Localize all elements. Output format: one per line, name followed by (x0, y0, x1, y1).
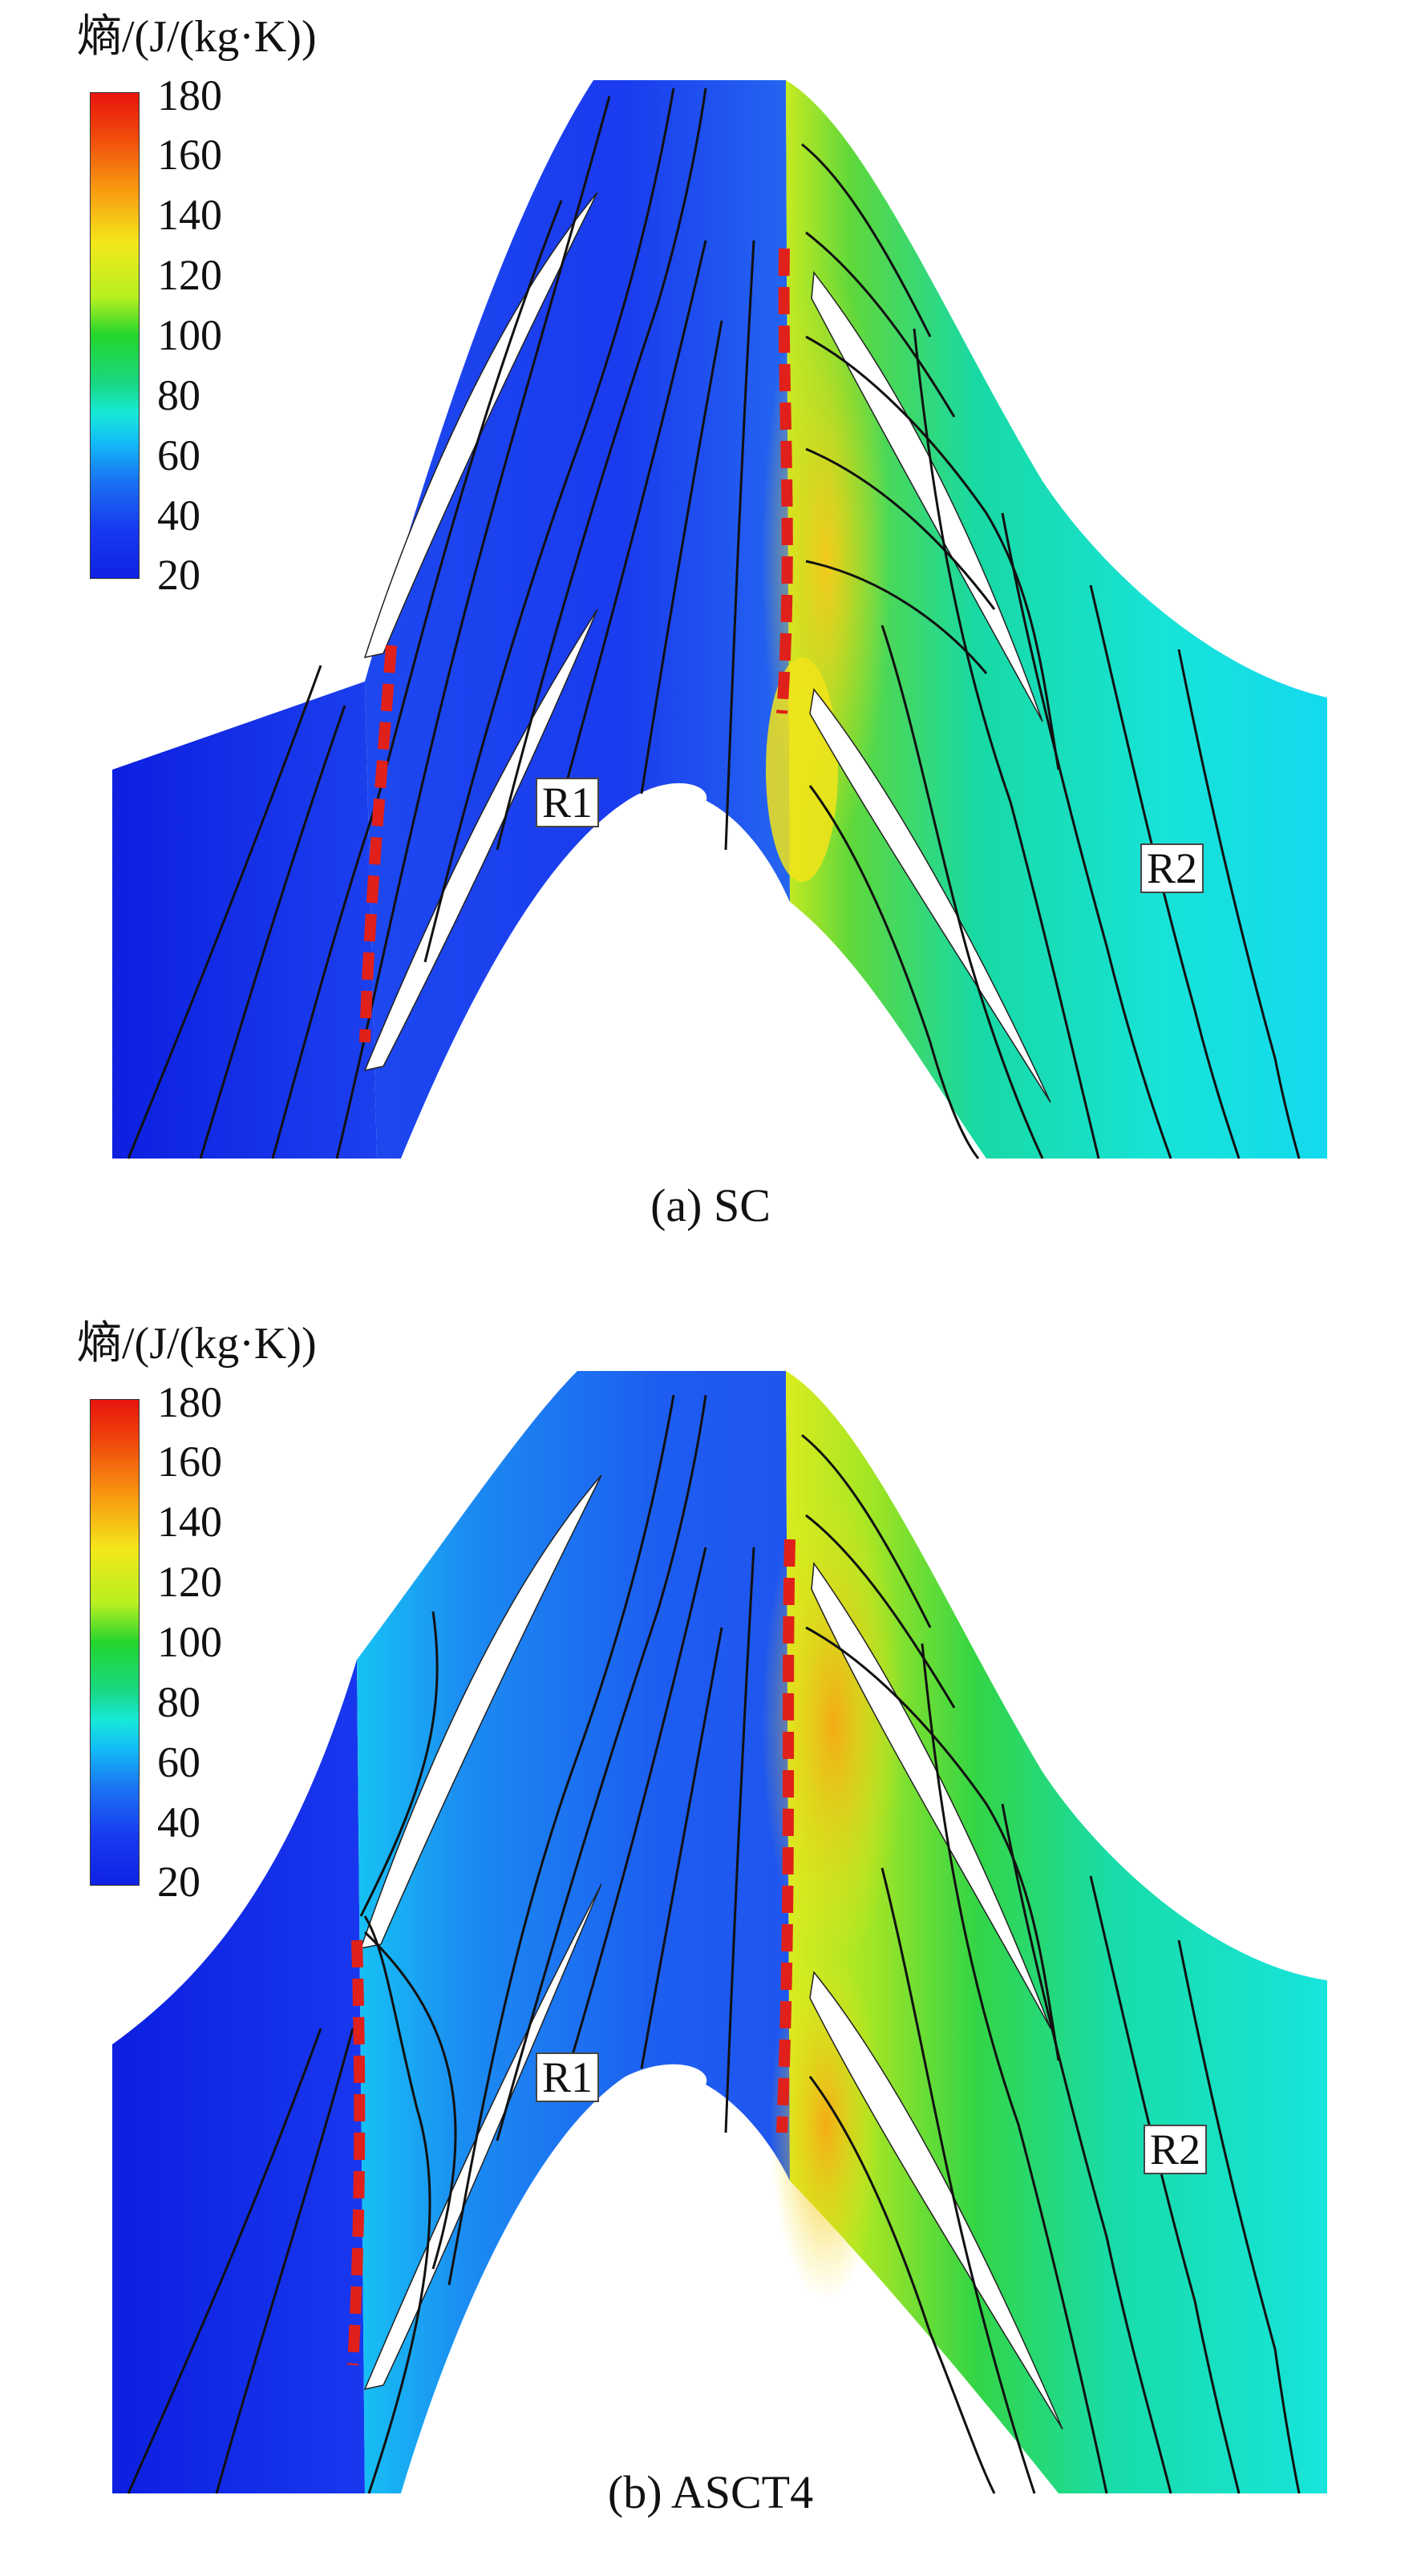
colorbar-title: 熵/(J/(kg·K)) (77, 12, 317, 62)
panel-asct4: 熵/(J/(kg·K)) 180 160 140 120 100 80 60 4… (0, 1307, 1421, 2576)
region-label-r2: R2 (1140, 843, 1204, 893)
colorbar-tick: 100 (157, 311, 222, 359)
colorbar-tick: 60 (157, 1738, 200, 1786)
blade-r1-upper (363, 192, 598, 659)
colorbar-tick: 80 (157, 1678, 200, 1726)
colorbar-tick: 20 (157, 551, 200, 599)
dash-marker-r2 (776, 1539, 796, 2133)
colorbar-title: 熵/(J/(kg·K)) (77, 1319, 317, 1369)
dash-marker-r1 (359, 645, 397, 1043)
region-label-r1: R1 (536, 778, 600, 827)
blade-r1-lower (363, 609, 598, 1072)
colorbar-tick: 40 (157, 1798, 200, 1846)
region-label-r1: R1 (536, 2052, 600, 2102)
colorbar-tick: 120 (157, 1558, 222, 1606)
colorbar-tick: 20 (157, 1858, 200, 1906)
blade-r2-upper (811, 1561, 1051, 2029)
blade-r1-upper (359, 1474, 602, 1949)
colorbar-tick: 80 (157, 371, 200, 419)
dash-marker-r2 (776, 248, 793, 714)
blade-r2-upper (811, 271, 1043, 722)
region-label-r2: R2 (1144, 2125, 1208, 2174)
blade-r1-lower (363, 1883, 602, 2391)
colorbar-tick: 140 (157, 1498, 222, 1546)
caption-sc: (a) SC (650, 1179, 771, 1231)
colorbar-tick: 140 (157, 191, 222, 239)
hub-r1 (401, 2064, 802, 2493)
colorbar-tick: 180 (157, 71, 222, 119)
passage-left (112, 1660, 365, 2493)
colorbar-tick: 180 (157, 1378, 222, 1426)
dash-marker-r1 (347, 1939, 366, 2366)
colorbar (90, 92, 140, 579)
colorbar-tick: 160 (157, 131, 222, 179)
colorbar-tick: 120 (157, 251, 222, 299)
caption-asct4: (b) ASCT4 (607, 2466, 814, 2518)
colorbar-tick: 160 (157, 1438, 222, 1486)
streamlines-r2 (801, 143, 1301, 1159)
blade-r2-lower (809, 688, 1051, 1103)
blade-r2-lower (809, 1971, 1063, 2430)
colorbar-tick: 100 (157, 1618, 222, 1666)
streamlines-r1 (127, 1394, 755, 2494)
colorbar-tick: 40 (157, 491, 200, 540)
hub-r1 (401, 783, 802, 1159)
colorbar-tick: 60 (157, 431, 200, 479)
streamlines-r2 (801, 1434, 1301, 2494)
contour-plot-asct4 (112, 1371, 1327, 2494)
colorbar (90, 1399, 140, 1886)
passage-r2 (786, 1371, 1327, 2493)
passage-left (112, 681, 377, 1159)
panel-sc: 熵/(J/(kg·K)) 180 160 140 120 100 80 60 4… (0, 0, 1421, 1269)
